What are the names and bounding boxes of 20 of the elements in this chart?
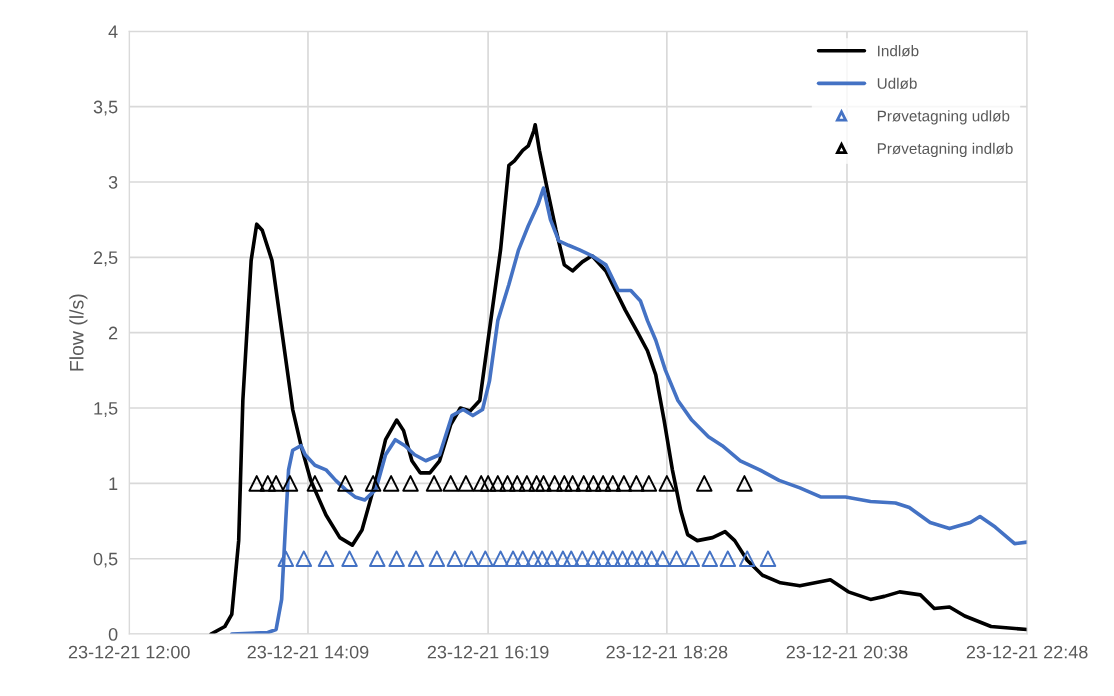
y-tick-label: 1,5 [94,402,118,417]
y-tick-label: 2,5 [93,251,118,267]
y-tick-label: 0,5 [93,552,118,568]
x-tick-label: 23-12-21 16:19 [427,645,549,659]
x-tick-label: 23-12-21 20:38 [786,645,908,659]
x-tick-label: 23-12-21 18:28 [606,645,728,659]
legend-label: Prøvetagning indløb [877,142,1013,158]
y-tick-label: 3,5 [93,100,118,116]
legend-label: Prøvetagning udløb [877,110,1010,125]
y-tick-label: 4 [108,25,118,38]
y-tick-label: 3 [108,175,118,189]
y-tick-label: 1 [109,477,118,490]
legend-label: Udløb [877,77,917,89]
x-tick-label: 23-12-21 22:48 [966,645,1088,659]
y-axis-title: Flow (l/s) [69,294,88,371]
x-tick-label: 23-12-21 12:00 [68,645,190,659]
y-tick-label: 2 [108,326,118,340]
y-tick-label: 0 [108,627,118,641]
x-tick-label: 23-12-21 14:09 [247,645,369,659]
legend-label: Indløb [878,45,919,57]
